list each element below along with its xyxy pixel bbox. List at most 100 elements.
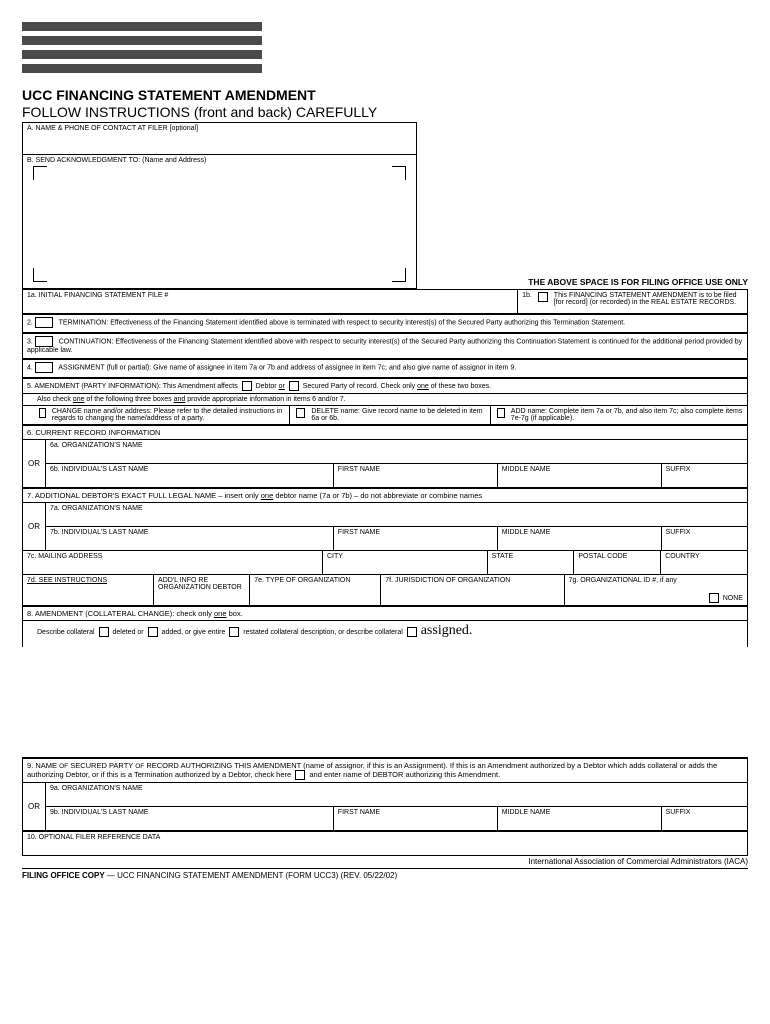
field-7a[interactable]: 7a. ORGANIZATION'S NAME [46, 503, 747, 526]
row-7c: 7c. MAILING ADDRESS CITY STATE POSTAL CO… [22, 551, 748, 575]
checkbox-8-added[interactable] [148, 627, 158, 637]
field-7-postal[interactable]: POSTAL CODE [574, 551, 661, 574]
header-bars [22, 22, 748, 73]
checkbox-8-deleted[interactable] [99, 627, 109, 637]
row-2: 2. TERMINATION: Effectiveness of the Fin… [22, 315, 748, 334]
filer-box: A. NAME & PHONE OF CONTACT AT FILER [opt… [22, 122, 417, 289]
field-7d: 7d. SEE INSTRUCTIONS [23, 575, 154, 605]
num-2: 2. [27, 319, 33, 326]
field-7-city[interactable]: CITY [323, 551, 488, 574]
office-use-label: THE ABOVE SPACE IS FOR FILING OFFICE USE… [528, 277, 748, 287]
row-8-line: Describe collateral deleted or added, or… [22, 621, 748, 647]
s5-line2: Also check one of the following three bo… [37, 396, 346, 403]
s8-deleted: deleted or [113, 629, 144, 636]
checkbox-9-debtor[interactable] [295, 770, 305, 780]
acknowledgment-area[interactable] [27, 164, 412, 284]
checkbox-4[interactable] [35, 362, 53, 373]
row-9-header: 9. NAME OF SECURED PARTY OF RECORD AUTHO… [22, 757, 748, 783]
s5-debtor: Debtor or [256, 383, 285, 390]
collateral-description-area[interactable] [22, 647, 748, 757]
s8-assigned: assigned. [421, 623, 473, 638]
field-6-suffix[interactable]: SUFFIX [662, 464, 747, 487]
field-7g[interactable]: 7g. ORGANIZATIONAL ID #, if any NONE [565, 575, 747, 605]
field-7f[interactable]: 7f. JURISDICTION OF ORGANIZATION [381, 575, 564, 605]
num-3: 3. [27, 338, 33, 345]
s9-or: OR [23, 783, 45, 830]
filing-office-space: THE ABOVE SPACE IS FOR FILING OFFICE USE… [417, 122, 748, 289]
checkbox-5-add[interactable] [497, 408, 505, 418]
field-9a[interactable]: 9a. ORGANIZATION'S NAME [46, 783, 747, 806]
s9-header: 9. NAME OF SECURED PARTY OF RECORD AUTHO… [23, 759, 747, 782]
row-9-body: OR 9a. ORGANIZATION'S NAME 9b. INDIVIDUA… [22, 783, 748, 832]
checkbox-5-secured[interactable] [289, 381, 299, 391]
field-7-country[interactable]: COUNTRY [661, 551, 747, 574]
field-7e[interactable]: 7e. TYPE OF ORGANIZATION [250, 575, 381, 605]
checkbox-5-delete[interactable] [296, 408, 305, 418]
checkbox-8-assigned[interactable] [407, 627, 417, 637]
num-4: 4. [27, 364, 33, 371]
field-7-addl: ADD'L INFO RE ORGANIZATION DEBTOR [154, 575, 250, 605]
s5-secured: Secured Party of record. Check only one … [303, 383, 491, 390]
s6-header: 6. CURRENT RECORD INFORMATION [23, 426, 164, 439]
form-subtitle: FOLLOW INSTRUCTIONS (front and back) CAR… [22, 104, 748, 120]
s6-or: OR [23, 440, 45, 487]
filer-b-label: B. SEND ACKNOWLEDGMENT TO: (Name and Add… [27, 157, 412, 164]
s8-header: 8. AMENDMENT (COLLATERAL CHANGE): check … [23, 607, 247, 620]
field-9-firstname[interactable]: FIRST NAME [334, 807, 498, 830]
row-6-body: OR 6a. ORGANIZATION'S NAME 6b. INDIVIDUA… [22, 440, 748, 489]
s8-pre: Describe collateral [37, 629, 95, 636]
field-7-middlename[interactable]: MIDDLE NAME [498, 527, 662, 550]
text-4: ASSIGNMENT (full or partial): Give name … [58, 364, 516, 371]
checkbox-3[interactable] [35, 336, 53, 347]
field-1a[interactable]: 1a. INITIAL FINANCING STATEMENT FILE # [23, 290, 518, 313]
s5-opt3: ADD name: Complete item 7a or 7b, and al… [511, 408, 743, 422]
field-6-firstname[interactable]: FIRST NAME [334, 464, 498, 487]
checkbox-2[interactable] [35, 317, 53, 328]
form-title: UCC FINANCING STATEMENT AMENDMENT [22, 87, 748, 103]
field-7c[interactable]: 7c. MAILING ADDRESS [23, 551, 323, 574]
label-none: NONE [723, 595, 743, 602]
row-6-header: 6. CURRENT RECORD INFORMATION [22, 426, 748, 440]
field-9-middlename[interactable]: MIDDLE NAME [498, 807, 662, 830]
row-7-header: 7. ADDITIONAL DEBTOR'S EXACT FULL LEGAL … [22, 489, 748, 503]
footer-left: FILING OFFICE COPY — UCC FINANCING STATE… [22, 871, 397, 880]
row-4: 4. ASSIGNMENT (full or partial): Give na… [22, 360, 748, 379]
footer: FILING OFFICE COPY — UCC FINANCING STATE… [22, 868, 748, 882]
checkbox-7g-none[interactable] [709, 593, 719, 603]
text-2: TERMINATION: Effectiveness of the Financ… [59, 319, 625, 326]
text-3: CONTINUATION: Effectiveness of the Finan… [27, 338, 742, 354]
field-9-suffix[interactable]: SUFFIX [662, 807, 747, 830]
checkbox-5-change[interactable] [39, 408, 46, 418]
field-7-suffix[interactable]: SUFFIX [662, 527, 747, 550]
field-7-state[interactable]: STATE [488, 551, 575, 574]
s5-opt2: DELETE name: Give record name to be dele… [311, 408, 485, 422]
text-1b: This FINANCING STATEMENT AMENDMENT is to… [554, 292, 743, 311]
field-9b[interactable]: 9b. INDIVIDUAL'S LAST NAME [46, 807, 334, 830]
row-5-options: CHANGE name and/or address: Please refer… [22, 406, 748, 426]
s8-added: added, or give entire [162, 629, 226, 636]
s5-opt1: CHANGE name and/or address: Please refer… [52, 408, 286, 422]
checkbox-8-restated[interactable] [229, 627, 239, 637]
row-7-name: OR 7a. ORGANIZATION'S NAME 7b. INDIVIDUA… [22, 503, 748, 551]
s7-header: 7. ADDITIONAL DEBTOR'S EXACT FULL LEGAL … [23, 489, 486, 502]
footer-iaca: International Association of Commercial … [22, 857, 748, 866]
field-10[interactable]: 10. OPTIONAL FILER REFERENCE DATA [23, 832, 747, 855]
row-5-line1: 5. AMENDMENT (PARTY INFORMATION): This A… [22, 379, 748, 394]
row-5-line2: Also check one of the following three bo… [22, 394, 748, 406]
label-1b: 1b. [522, 292, 532, 311]
field-6b[interactable]: 6b. INDIVIDUAL'S LAST NAME [46, 464, 334, 487]
row-10: 10. OPTIONAL FILER REFERENCE DATA [22, 832, 748, 856]
row-1: 1a. INITIAL FINANCING STATEMENT FILE # 1… [22, 289, 748, 315]
checkbox-1b[interactable] [538, 292, 548, 302]
row-8-header: 8. AMENDMENT (COLLATERAL CHANGE): check … [22, 607, 748, 621]
s8-restated: restated collateral description, or desc… [243, 629, 403, 636]
field-6a[interactable]: 6a. ORGANIZATION'S NAME [46, 440, 747, 463]
row-3: 3. CONTINUATION: Effectiveness of the Fi… [22, 334, 748, 360]
field-7b[interactable]: 7b. INDIVIDUAL'S LAST NAME [46, 527, 334, 550]
field-7-firstname[interactable]: FIRST NAME [334, 527, 498, 550]
s7-or: OR [23, 503, 45, 550]
filer-a-label: A. NAME & PHONE OF CONTACT AT FILER [opt… [23, 123, 416, 155]
field-6-middlename[interactable]: MIDDLE NAME [498, 464, 662, 487]
checkbox-5-debtor[interactable] [242, 381, 252, 391]
s5-pre: 5. AMENDMENT (PARTY INFORMATION): This A… [27, 383, 238, 390]
